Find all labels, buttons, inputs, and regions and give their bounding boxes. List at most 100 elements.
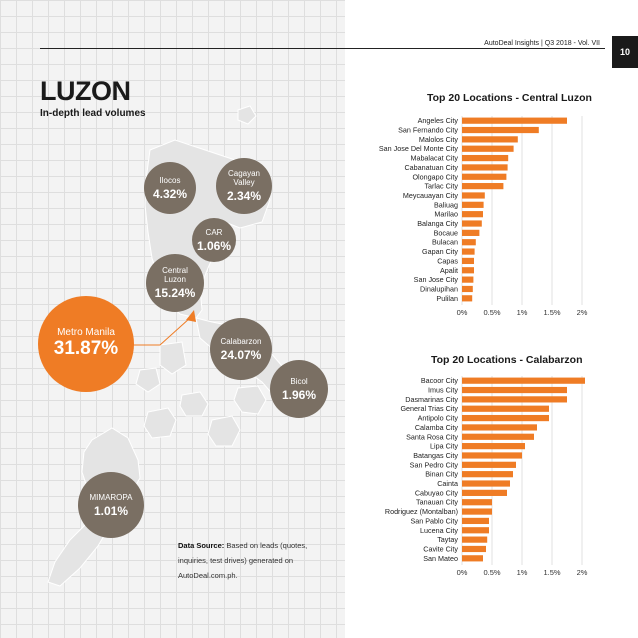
region-mimaropa: MIMAROPA 1.01% xyxy=(78,472,144,538)
page-subtitle: In-depth lead volumes xyxy=(40,108,146,119)
region-value: 15.24% xyxy=(154,286,196,300)
bar xyxy=(462,433,534,440)
region-label: MIMAROPA xyxy=(89,492,133,502)
category-label: San Jose Del Monte City xyxy=(379,144,459,153)
x-tick-label: 2% xyxy=(577,568,588,577)
category-label: Meycauayan City xyxy=(403,191,459,200)
region-label: Metro Manila xyxy=(57,327,115,338)
category-label: Angeles City xyxy=(418,116,459,125)
bar xyxy=(462,192,485,199)
bar xyxy=(462,183,504,190)
category-label: Olongapo City xyxy=(412,172,458,181)
x-tick-label: 1.5% xyxy=(543,568,560,577)
bar xyxy=(462,257,474,265)
category-label: Calamba City xyxy=(415,423,459,432)
page-title: LUZON xyxy=(40,76,131,106)
x-tick-label: 0% xyxy=(457,308,468,317)
region-label: CAR xyxy=(205,227,223,237)
bar xyxy=(462,117,567,124)
region-value: 1.96% xyxy=(281,387,317,402)
bar xyxy=(462,536,488,543)
region-car: CAR 1.06% xyxy=(192,218,236,262)
bar xyxy=(462,248,475,255)
region-metro-manila: Metro Manila 31.87% xyxy=(38,296,134,392)
region-value: 4.32% xyxy=(152,186,188,201)
category-label: Batangas City xyxy=(413,451,458,460)
page-number: 10 xyxy=(612,36,638,68)
category-label: Marilao xyxy=(434,210,458,219)
region-value: 1.01% xyxy=(93,503,129,518)
bar xyxy=(462,229,480,236)
bar xyxy=(462,527,489,534)
bar xyxy=(462,471,513,478)
category-label: Bocaue xyxy=(434,228,458,237)
bar xyxy=(462,555,483,562)
bar xyxy=(462,396,567,403)
bar xyxy=(462,276,474,283)
category-label: Bulacan xyxy=(432,238,458,247)
bar xyxy=(462,164,508,171)
category-label: Tanauan City xyxy=(416,498,458,507)
x-tick-label: 0% xyxy=(457,568,468,577)
bar xyxy=(462,443,525,450)
category-label: Santa Rosa City xyxy=(406,432,458,441)
region-label: Ilocos xyxy=(159,175,181,185)
region-label: Cagayan Valley xyxy=(227,169,261,187)
category-label: San Mateo xyxy=(423,554,458,563)
category-label: Cainta xyxy=(437,479,458,488)
bar xyxy=(462,220,482,227)
bar xyxy=(462,295,473,302)
category-label: Malolos City xyxy=(419,135,459,144)
region-value: 31.87% xyxy=(53,338,119,359)
chart-title-central-luzon: Top 20 Locations - Central Luzon xyxy=(427,92,592,104)
x-tick-label: 0.5% xyxy=(483,308,500,317)
region-value: 1.06% xyxy=(196,238,232,253)
bar xyxy=(462,424,537,431)
bar xyxy=(462,461,516,468)
category-label: Balanga City xyxy=(417,219,458,228)
bar xyxy=(462,377,585,384)
category-label: Dinalupihan xyxy=(420,284,458,293)
bar xyxy=(462,489,507,496)
category-label: Cabuyao City xyxy=(415,488,459,497)
category-label: General Trias City xyxy=(400,404,458,413)
region-central-luzon: Central Luzon 15.24% xyxy=(146,254,204,312)
category-label: Taytay xyxy=(437,535,458,544)
bar xyxy=(462,499,492,506)
category-label: Apalit xyxy=(440,266,458,275)
bar xyxy=(462,285,473,293)
bar xyxy=(462,545,486,553)
x-tick-label: 1% xyxy=(517,308,528,317)
category-label: Bacoor City xyxy=(421,376,459,385)
region-label: Bicol xyxy=(290,376,308,386)
region-bicol: Bicol 1.96% xyxy=(270,360,328,418)
data-source-label: Data Source: xyxy=(178,541,225,550)
bar xyxy=(462,211,483,218)
region-value: 2.34% xyxy=(226,189,262,203)
bar xyxy=(462,201,484,208)
category-label: San Pablo City xyxy=(410,516,458,525)
bar xyxy=(462,126,539,134)
category-label: Gapan City xyxy=(422,247,458,256)
category-label: Binan City xyxy=(425,470,458,479)
bar xyxy=(462,414,549,422)
category-label: Rodriguez (Montalban) xyxy=(385,507,458,516)
region-ilocos: Ilocos 4.32% xyxy=(144,162,196,214)
bar xyxy=(462,452,522,459)
category-label: Imus City xyxy=(428,386,458,395)
bar xyxy=(462,136,518,143)
category-label: Pulilan xyxy=(436,294,458,303)
category-label: Antipolo City xyxy=(418,414,459,423)
bar xyxy=(462,145,514,152)
bar xyxy=(462,508,492,515)
bar xyxy=(462,173,507,180)
bar xyxy=(462,405,549,412)
bar xyxy=(462,267,474,274)
category-label: Mabalacat City xyxy=(410,154,458,163)
header-rule xyxy=(40,48,605,49)
region-value: 24.07% xyxy=(220,347,262,362)
x-tick-label: 1% xyxy=(517,568,528,577)
bar xyxy=(462,517,489,525)
category-label: Tarlac City xyxy=(424,182,458,191)
